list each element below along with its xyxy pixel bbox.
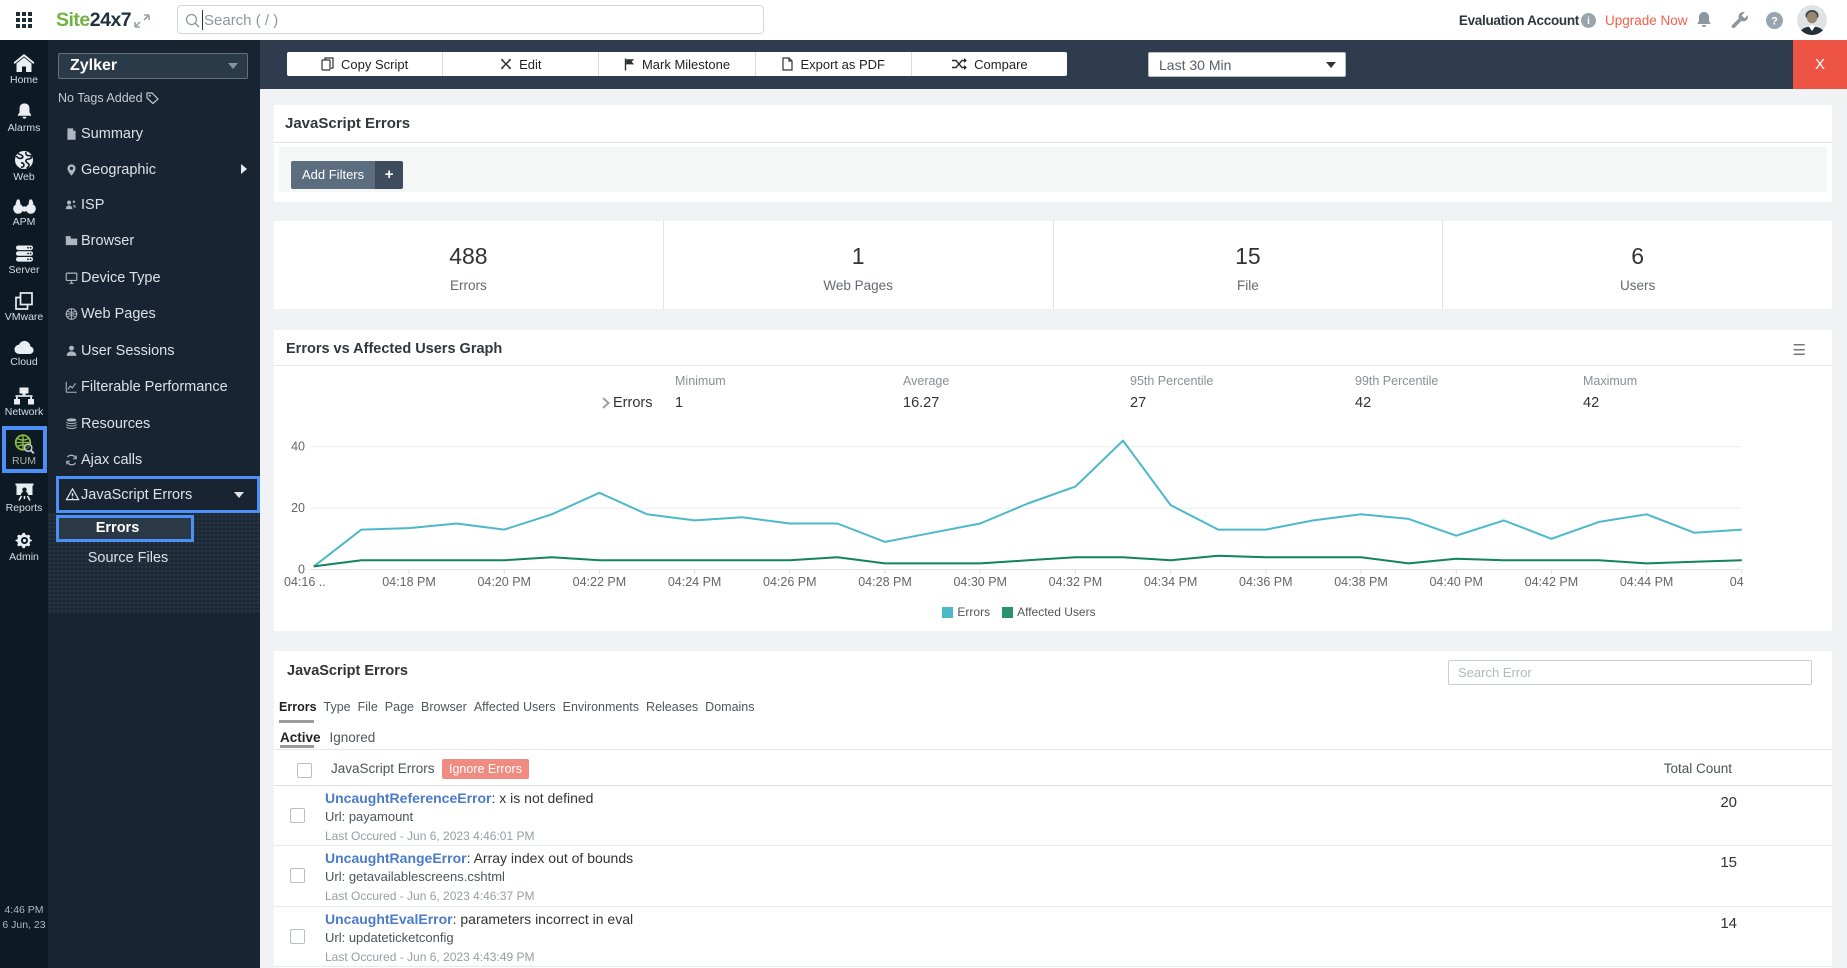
svg-text:04:44 PM: 04:44 PM xyxy=(1620,575,1674,589)
svg-text:04:34 PM: 04:34 PM xyxy=(1144,575,1198,589)
svg-text:04:22 PM: 04:22 PM xyxy=(573,575,627,589)
svg-text:04: 04 xyxy=(1730,575,1744,589)
svg-text:20: 20 xyxy=(291,501,305,515)
svg-text:?: ? xyxy=(1771,15,1778,27)
svg-text:04:40 PM: 04:40 PM xyxy=(1429,575,1483,589)
svg-text:40: 40 xyxy=(291,440,305,454)
svg-text:04:30 PM: 04:30 PM xyxy=(953,575,1007,589)
svg-text:04:26 PM: 04:26 PM xyxy=(763,575,817,589)
svg-text:0: 0 xyxy=(298,563,305,577)
svg-text:04:42 PM: 04:42 PM xyxy=(1525,575,1579,589)
svg-text:04:16 ..: 04:16 .. xyxy=(284,575,326,589)
svg-text:04:20 PM: 04:20 PM xyxy=(477,575,531,589)
svg-text:04:38 PM: 04:38 PM xyxy=(1334,575,1388,589)
svg-text:04:28 PM: 04:28 PM xyxy=(858,575,912,589)
svg-text:04:36 PM: 04:36 PM xyxy=(1239,575,1293,589)
svg-text:i: i xyxy=(1587,16,1590,27)
svg-text:04:18 PM: 04:18 PM xyxy=(382,575,436,589)
svg-text:04:32 PM: 04:32 PM xyxy=(1049,575,1103,589)
svg-text:04:24 PM: 04:24 PM xyxy=(668,575,722,589)
